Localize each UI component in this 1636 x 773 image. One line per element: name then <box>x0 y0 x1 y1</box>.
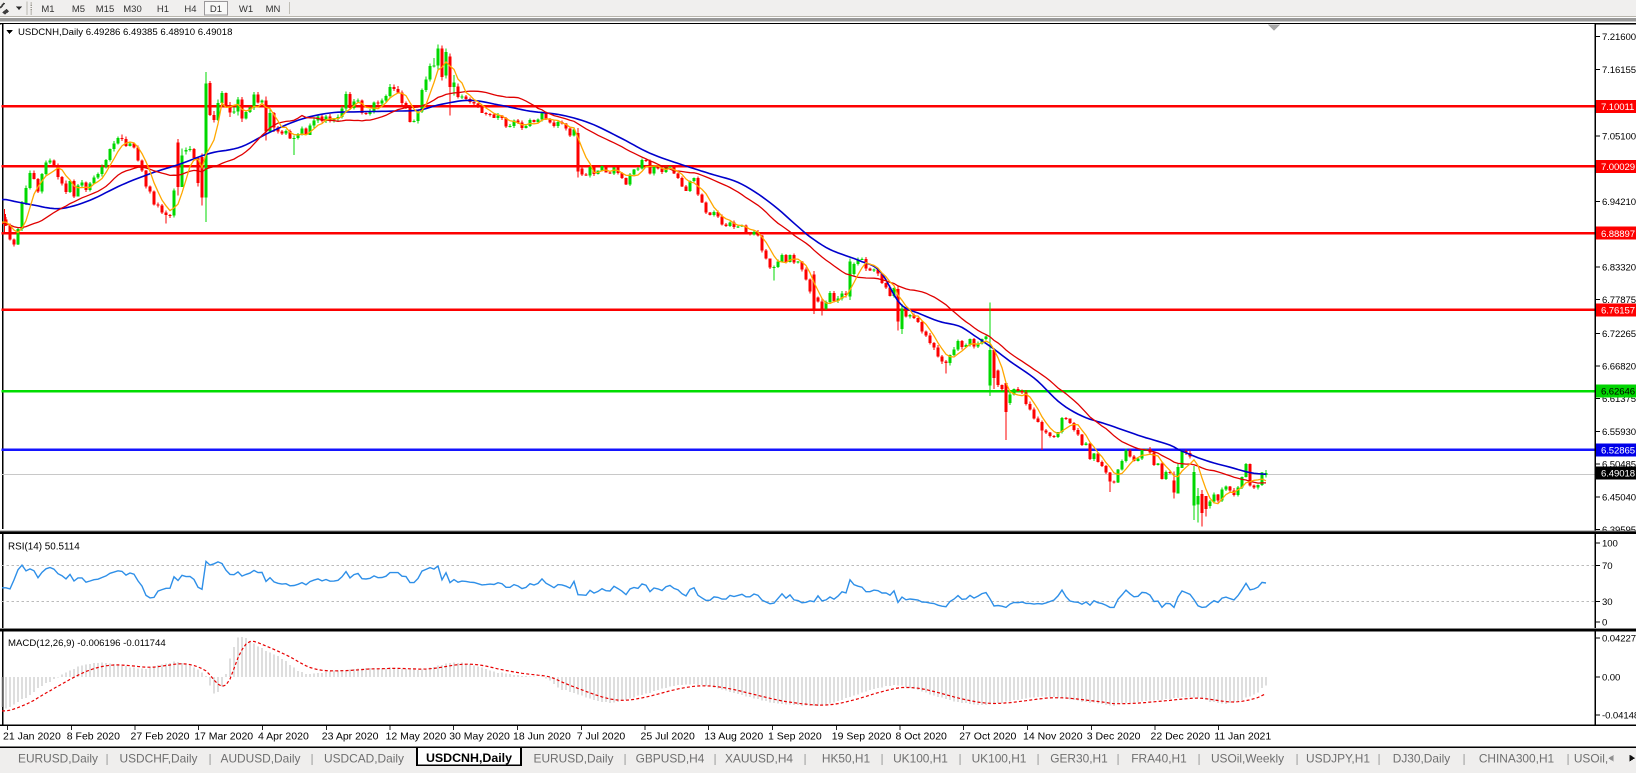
svg-text:7.00029: 7.00029 <box>1601 162 1635 173</box>
svg-text:-0.04148: -0.04148 <box>1602 711 1636 722</box>
svg-text:7.05100: 7.05100 <box>1602 131 1636 142</box>
svg-text:6.94210: 6.94210 <box>1602 197 1636 208</box>
svg-text:EURUSD,Daily: EURUSD,Daily <box>534 752 614 766</box>
svg-text:|: | <box>105 752 108 766</box>
svg-text:UK100,H1: UK100,H1 <box>972 752 1027 766</box>
svg-text:|: | <box>1197 752 1200 766</box>
svg-text:6.77875: 6.77875 <box>1602 295 1636 306</box>
svg-text:6.72265: 6.72265 <box>1602 329 1636 340</box>
svg-text:30: 30 <box>1602 597 1612 608</box>
svg-text:|: | <box>208 752 211 766</box>
svg-text:MN: MN <box>266 4 281 15</box>
svg-text:6.62646: 6.62646 <box>1601 387 1635 398</box>
svg-text:6.83320: 6.83320 <box>1602 262 1636 273</box>
svg-text:|: | <box>1116 752 1119 766</box>
svg-text:|: | <box>880 752 883 766</box>
svg-text:USDCHF,Daily: USDCHF,Daily <box>120 752 198 766</box>
svg-text:100: 100 <box>1602 539 1618 550</box>
svg-text:FRA40,H1: FRA40,H1 <box>1131 752 1187 766</box>
svg-text:USDCAD,Daily: USDCAD,Daily <box>324 752 404 766</box>
svg-text:USDJPY,H1: USDJPY,H1 <box>1306 752 1370 766</box>
svg-text:21 Jan 2020: 21 Jan 2020 <box>3 731 61 743</box>
svg-text:USDCNH,Daily 6.49286 6.49385: USDCNH,Daily 6.49286 6.49385 6.48910 6.4… <box>18 27 232 38</box>
svg-text:6.52865: 6.52865 <box>1601 446 1635 457</box>
svg-text:22 Dec 2020: 22 Dec 2020 <box>1151 731 1211 743</box>
svg-text:XAUUSD,H4: XAUUSD,H4 <box>725 752 793 766</box>
svg-text:27 Feb 2020: 27 Feb 2020 <box>131 731 190 743</box>
svg-text:27 Oct 2020: 27 Oct 2020 <box>959 731 1016 743</box>
svg-text:6.49018: 6.49018 <box>1601 469 1635 480</box>
svg-text:|: | <box>1566 752 1569 766</box>
svg-text:D1: D1 <box>210 4 222 15</box>
svg-text:13 Aug 2020: 13 Aug 2020 <box>704 731 763 743</box>
svg-text:W1: W1 <box>239 4 253 15</box>
svg-text:11 Jan 2021: 11 Jan 2021 <box>1214 731 1271 743</box>
svg-text:M15: M15 <box>96 4 114 15</box>
svg-text:|: | <box>1295 752 1298 766</box>
svg-text:70: 70 <box>1602 561 1612 572</box>
svg-text:USDCNH,Daily: USDCNH,Daily <box>426 751 512 765</box>
svg-text:H1: H1 <box>157 4 169 15</box>
svg-text:DJ30,Daily: DJ30,Daily <box>1393 752 1451 766</box>
svg-text:7.10011: 7.10011 <box>1601 102 1634 113</box>
svg-text:M1: M1 <box>41 4 54 15</box>
svg-text:|: | <box>623 752 626 766</box>
svg-text:|: | <box>713 752 716 766</box>
svg-text:M5: M5 <box>72 4 85 15</box>
svg-text:|: | <box>1036 752 1039 766</box>
svg-text:4 Apr 2020: 4 Apr 2020 <box>258 731 309 743</box>
svg-text:25 Jul 2020: 25 Jul 2020 <box>641 731 695 743</box>
svg-text:EURUSD,Daily: EURUSD,Daily <box>18 752 98 766</box>
svg-text:7.16155: 7.16155 <box>1602 65 1636 76</box>
svg-text:1 Sep 2020: 1 Sep 2020 <box>768 731 822 743</box>
svg-text:MACD(12,26,9) -0.006196 -0.011: MACD(12,26,9) -0.006196 -0.011744 <box>8 638 166 649</box>
svg-text:8 Oct 2020: 8 Oct 2020 <box>896 731 948 743</box>
svg-text:USOil,: USOil, <box>1574 752 1608 766</box>
svg-text:23 Apr 2020: 23 Apr 2020 <box>322 731 379 743</box>
svg-text:17 Mar 2020: 17 Mar 2020 <box>194 731 253 743</box>
svg-text:7 Jul 2020: 7 Jul 2020 <box>577 731 626 743</box>
svg-text:12 May 2020: 12 May 2020 <box>386 731 447 743</box>
svg-text:GBPUSD,H4: GBPUSD,H4 <box>636 752 705 766</box>
svg-text:0.00: 0.00 <box>1602 673 1620 684</box>
svg-text:|: | <box>1377 752 1380 766</box>
svg-text:|: | <box>958 752 961 766</box>
svg-text:M30: M30 <box>123 4 141 15</box>
svg-text:H4: H4 <box>184 4 196 15</box>
svg-text:6.50485: 6.50485 <box>1602 460 1636 471</box>
svg-text:HK50,H1: HK50,H1 <box>822 752 871 766</box>
svg-text:3 Dec 2020: 3 Dec 2020 <box>1087 731 1141 743</box>
svg-text:14 Nov 2020: 14 Nov 2020 <box>1023 731 1083 743</box>
svg-text:7.21600: 7.21600 <box>1602 32 1636 43</box>
svg-text:|: | <box>803 752 806 766</box>
svg-text:USOil,Weekly: USOil,Weekly <box>1211 752 1284 766</box>
svg-text:6.45040: 6.45040 <box>1602 493 1636 504</box>
svg-text:6.55930: 6.55930 <box>1602 427 1636 438</box>
svg-text:6.76157: 6.76157 <box>1601 305 1635 316</box>
svg-text:0: 0 <box>1602 617 1607 628</box>
svg-text:19 Sep 2020: 19 Sep 2020 <box>832 731 892 743</box>
svg-text:GER30,H1: GER30,H1 <box>1050 752 1108 766</box>
svg-text:18 Jun 2020: 18 Jun 2020 <box>513 731 571 743</box>
svg-text:30 May 2020: 30 May 2020 <box>449 731 510 743</box>
svg-text:CHINA300,H1: CHINA300,H1 <box>1479 752 1555 766</box>
svg-text:6.61375: 6.61375 <box>1602 394 1636 405</box>
svg-text:AUDUSD,Daily: AUDUSD,Daily <box>221 752 301 766</box>
svg-text:8 Feb 2020: 8 Feb 2020 <box>67 731 120 743</box>
svg-text:UK100,H1: UK100,H1 <box>893 752 948 766</box>
svg-text:|: | <box>1462 752 1465 766</box>
svg-text:6.88897: 6.88897 <box>1601 229 1635 240</box>
svg-text:0.042275: 0.042275 <box>1602 634 1636 645</box>
svg-text:|: | <box>310 752 313 766</box>
svg-text:RSI(14) 50.5114: RSI(14) 50.5114 <box>8 542 80 553</box>
svg-text:6.66820: 6.66820 <box>1602 362 1636 373</box>
